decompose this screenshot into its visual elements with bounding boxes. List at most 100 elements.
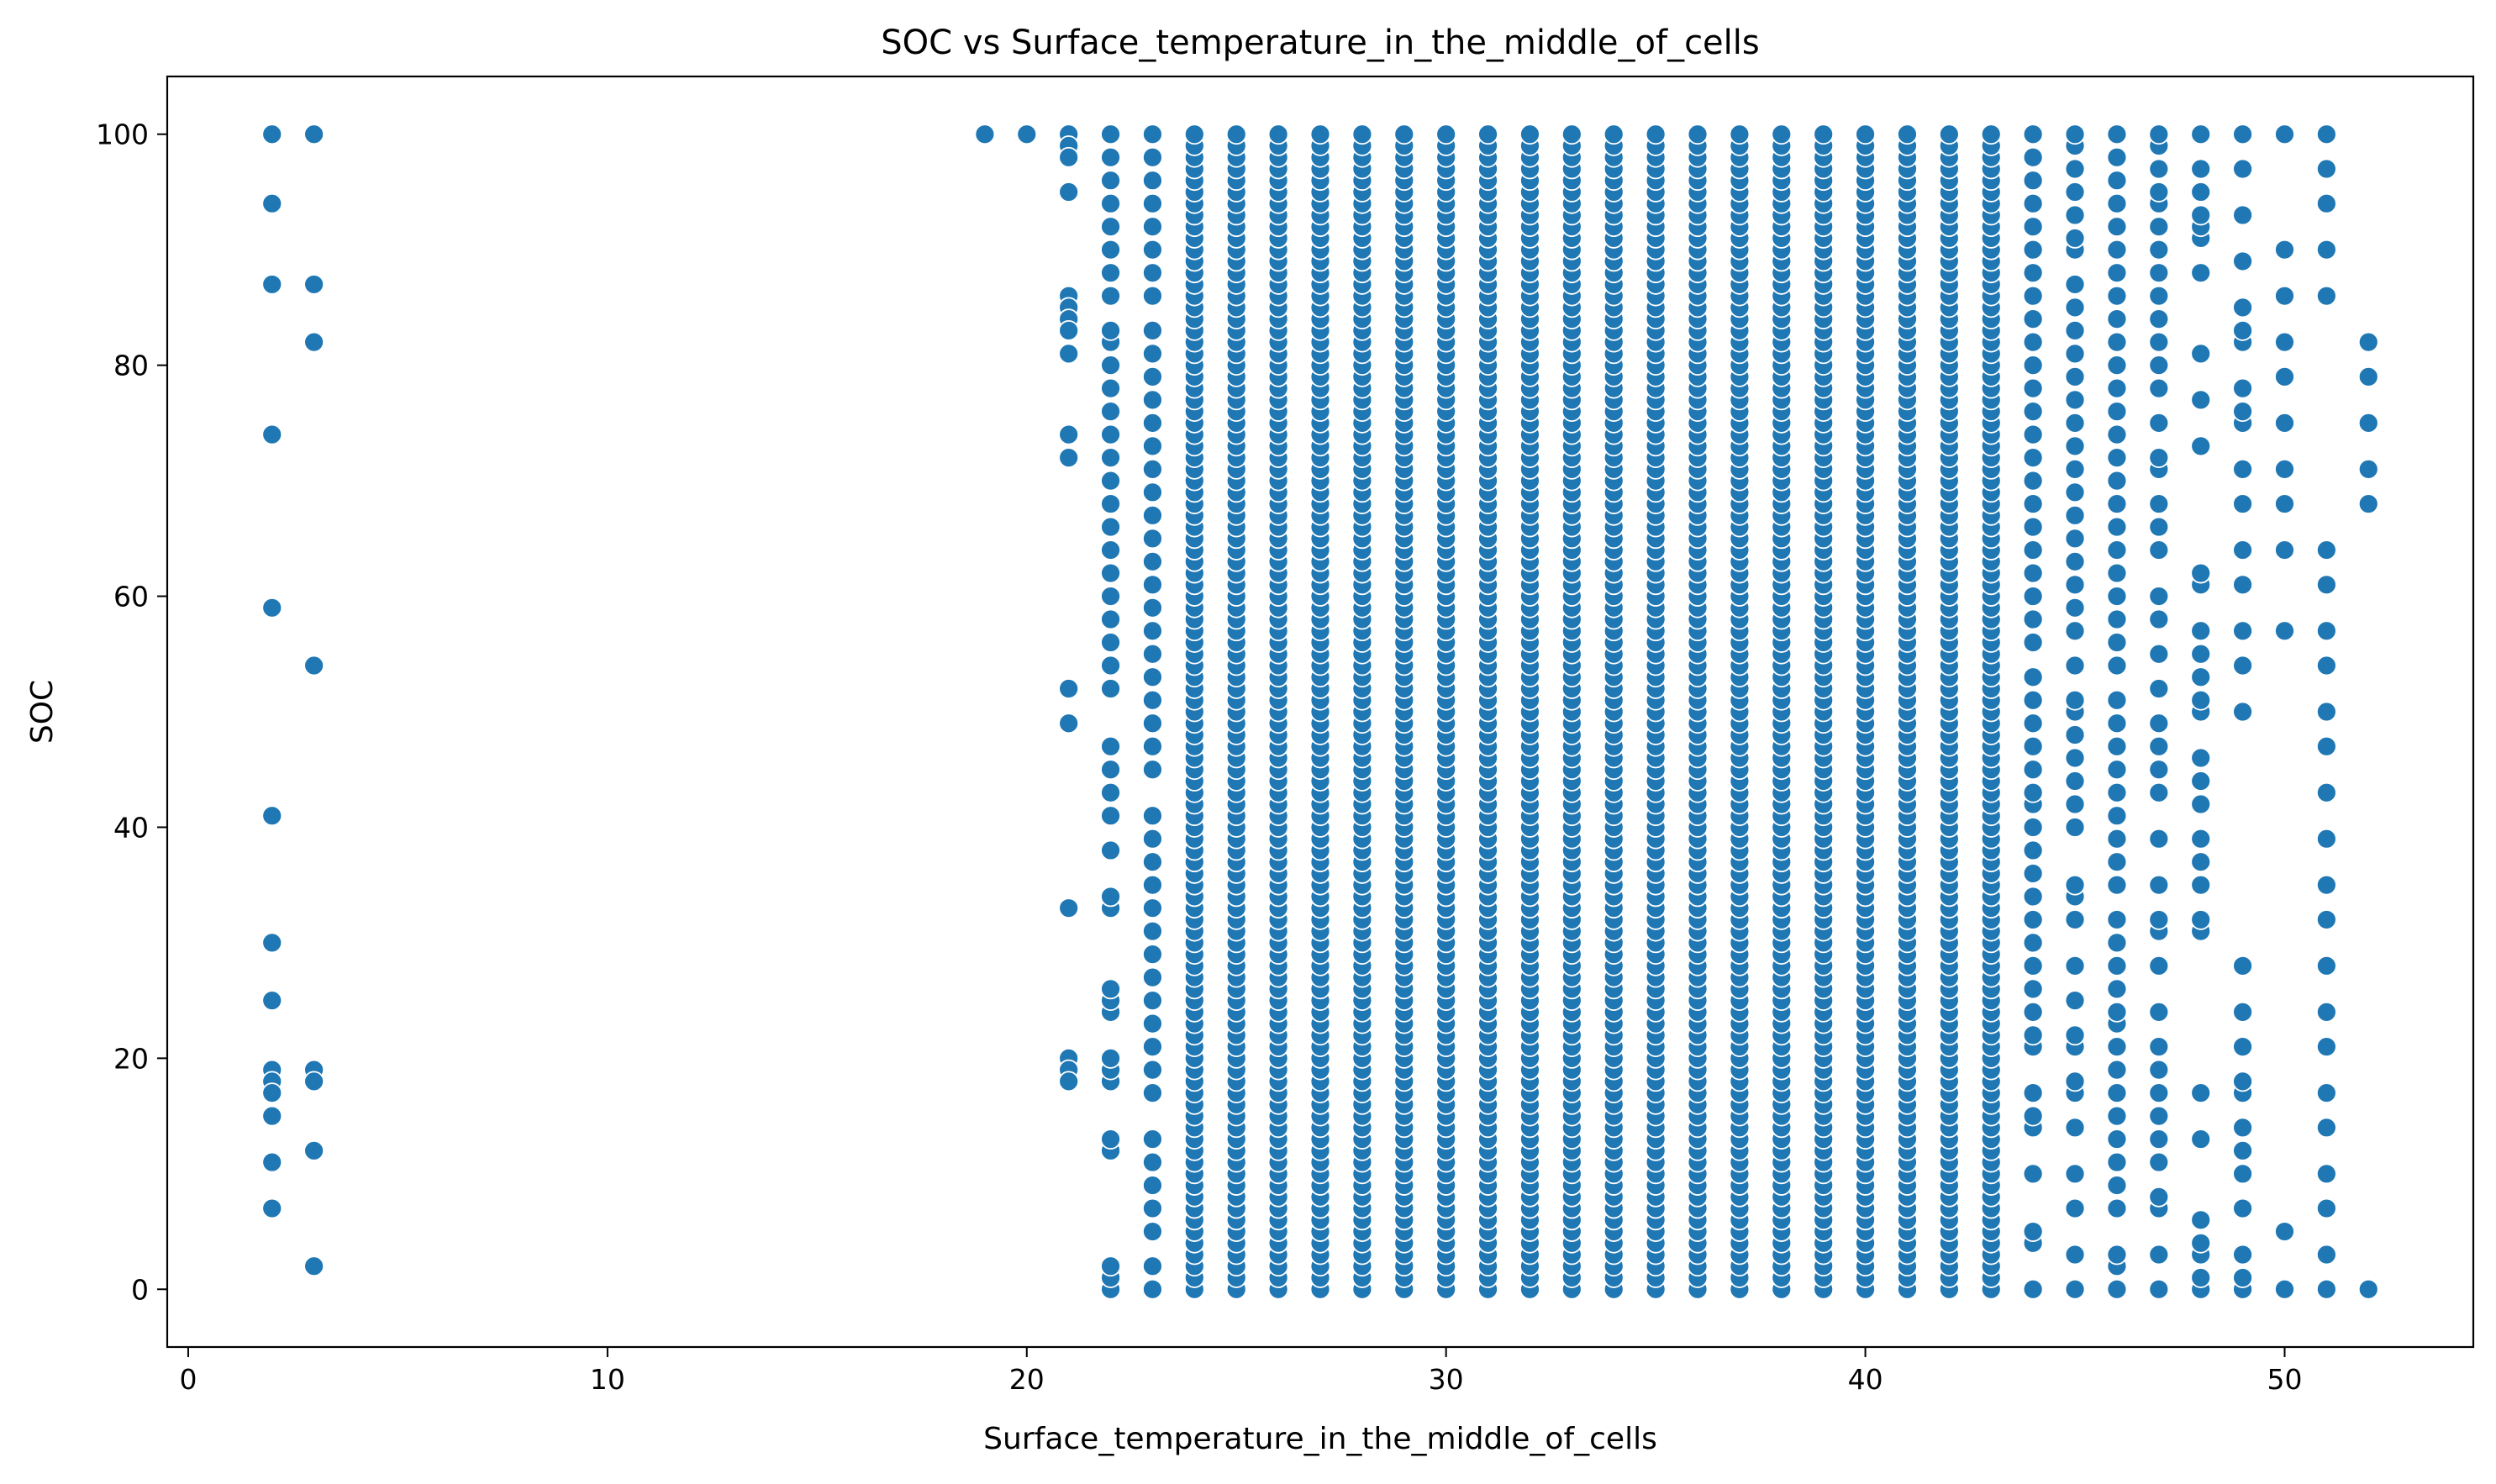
data-point (1142, 366, 1163, 387)
data-point (2022, 1024, 2044, 1046)
data-point (1100, 319, 1121, 341)
data-point (1183, 124, 1205, 145)
data-point (2022, 470, 2044, 492)
data-point (2315, 701, 2337, 723)
data-point (2106, 377, 2128, 399)
data-point (2148, 874, 2170, 896)
data-point (2106, 331, 2128, 353)
data-point (1142, 192, 1163, 214)
data-point (1477, 124, 1498, 145)
data-point (1142, 1175, 1163, 1196)
data-point (261, 424, 283, 445)
data-point (2190, 771, 2212, 792)
data-point (2274, 493, 2295, 514)
data-point (2148, 643, 2170, 665)
data-point (1142, 262, 1163, 284)
data-point (2064, 724, 2086, 745)
data-point (1100, 470, 1121, 492)
data-point (1058, 897, 1080, 919)
data-point (2232, 1163, 2254, 1185)
data-point (2022, 493, 2044, 514)
data-point (2148, 124, 2170, 145)
data-point (2148, 412, 2170, 434)
data-point (2064, 655, 2086, 676)
data-point (2022, 239, 2044, 260)
data-point (2064, 574, 2086, 596)
data-point (261, 805, 283, 827)
data-point (261, 1197, 283, 1219)
data-point (1100, 447, 1121, 468)
data-point (2064, 1071, 2086, 1092)
data-point (2106, 355, 2128, 376)
data-point (2064, 771, 2086, 792)
data-point (2232, 1117, 2254, 1139)
data-point (2106, 1059, 2128, 1081)
data-point (2190, 689, 2212, 711)
data-point (1058, 424, 1080, 445)
data-point (1561, 124, 1582, 145)
data-point (2232, 1001, 2254, 1023)
data-point (1100, 239, 1121, 260)
data-point (1100, 377, 1121, 399)
data-point (2148, 608, 2170, 630)
x-tick-label: 40 (1848, 1363, 1883, 1396)
data-point (1100, 355, 1121, 376)
data-point (2022, 886, 2044, 908)
data-point (261, 1082, 283, 1103)
data-point (2106, 689, 2128, 711)
data-point (1225, 124, 1247, 145)
data-point (2106, 216, 2128, 238)
data-point (2022, 377, 2044, 399)
data-point (2315, 1001, 2337, 1023)
data-point (2064, 793, 2086, 815)
data-point (2106, 1001, 2128, 1023)
data-point (2064, 990, 2086, 1012)
data-point (2106, 124, 2128, 145)
data-point (1142, 805, 1163, 827)
data-point (1142, 504, 1163, 526)
plot-frame (166, 75, 2475, 1349)
data-point (2022, 146, 2044, 168)
data-point (1100, 886, 1121, 908)
data-point (1897, 124, 1918, 145)
data-point (2357, 331, 2379, 353)
data-point (2190, 182, 2212, 203)
data-point (2148, 516, 2170, 538)
data-point (1058, 1071, 1080, 1092)
data-point (2232, 297, 2254, 318)
data-point (2315, 158, 2337, 180)
y-tick-label: 0 (131, 1273, 149, 1306)
data-point (2274, 539, 2295, 560)
data-point (2315, 909, 2337, 930)
data-point (2315, 955, 2337, 976)
data-point (2232, 1071, 2254, 1092)
data-point (1100, 192, 1121, 214)
data-point (2064, 435, 2086, 457)
data-point (2190, 124, 2212, 145)
data-point (2022, 608, 2044, 630)
data-point (2064, 909, 2086, 930)
data-point (1100, 124, 1121, 145)
data-point (2232, 539, 2254, 560)
data-point (1058, 146, 1080, 168)
data-point (2106, 632, 2128, 653)
data-point (2148, 713, 2170, 734)
data-point (1100, 146, 1121, 168)
data-point (2106, 759, 2128, 781)
data-point (2315, 781, 2337, 803)
data-point (2022, 1221, 2044, 1242)
data-point (2022, 262, 2044, 284)
data-point (1142, 1129, 1163, 1150)
data-point (2190, 1209, 2212, 1231)
data-point (2022, 216, 2044, 238)
data-point (1142, 666, 1163, 688)
data-point (2148, 909, 2170, 930)
data-point (1142, 828, 1163, 850)
data-point (1100, 1047, 1121, 1069)
data-point (2315, 1082, 2337, 1103)
data-point (2274, 285, 2295, 307)
data-point (1142, 1255, 1163, 1277)
data-point (2106, 562, 2128, 584)
data-point (261, 990, 283, 1012)
data-point (2022, 562, 2044, 584)
